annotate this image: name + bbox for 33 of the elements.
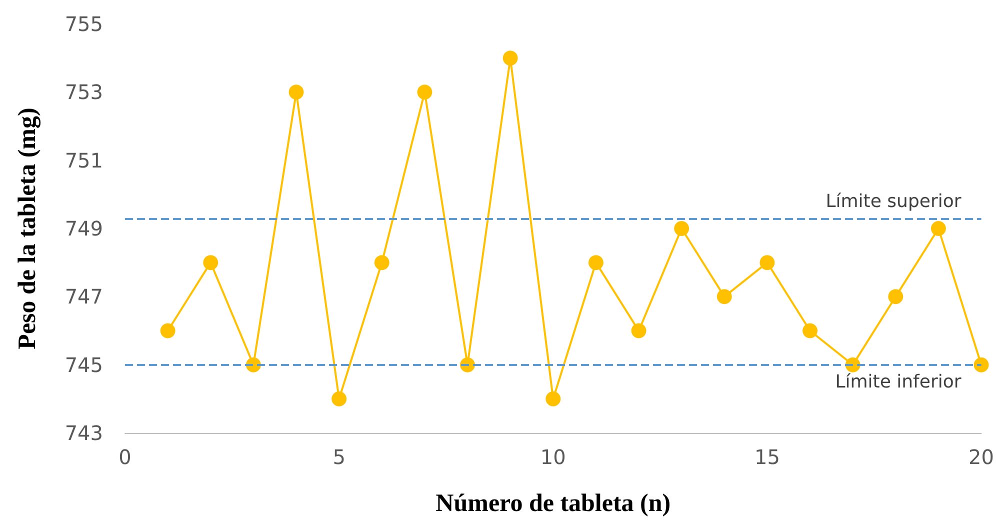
point xyxy=(417,84,432,100)
x-tick-label: 10 xyxy=(540,445,566,469)
point xyxy=(760,255,775,270)
x-tick-label: 15 xyxy=(754,445,780,469)
point xyxy=(802,323,818,338)
x-tick-label: 0 xyxy=(118,445,132,469)
y-tick-label: 745 xyxy=(64,352,103,377)
point xyxy=(716,289,732,304)
point xyxy=(332,391,347,406)
point xyxy=(203,255,218,270)
point xyxy=(288,84,304,100)
y-tick-label: 751 xyxy=(64,148,103,172)
point xyxy=(374,255,390,270)
point xyxy=(546,391,561,406)
ref-line-label: Límite inferior xyxy=(835,371,962,392)
y-axis-title: Peso de la tableta (mg) xyxy=(14,108,41,350)
point xyxy=(674,221,690,236)
y-tick-label: 749 xyxy=(64,216,103,240)
point xyxy=(974,357,989,372)
y-tick-label: 755 xyxy=(64,12,103,36)
x-axis-title: Número de tableta (n) xyxy=(436,490,671,517)
y-tick-label: 743 xyxy=(64,421,103,445)
point xyxy=(502,50,518,66)
point xyxy=(888,289,904,304)
x-tick-label: 5 xyxy=(332,445,346,469)
point xyxy=(588,255,604,270)
point xyxy=(160,323,176,338)
y-tick-label: 753 xyxy=(64,80,103,104)
ref-line-label: Límite superior xyxy=(826,190,962,212)
y-tick-label: 747 xyxy=(64,284,103,309)
point xyxy=(930,221,946,236)
point xyxy=(631,323,646,338)
x-tick-label: 20 xyxy=(968,445,994,469)
